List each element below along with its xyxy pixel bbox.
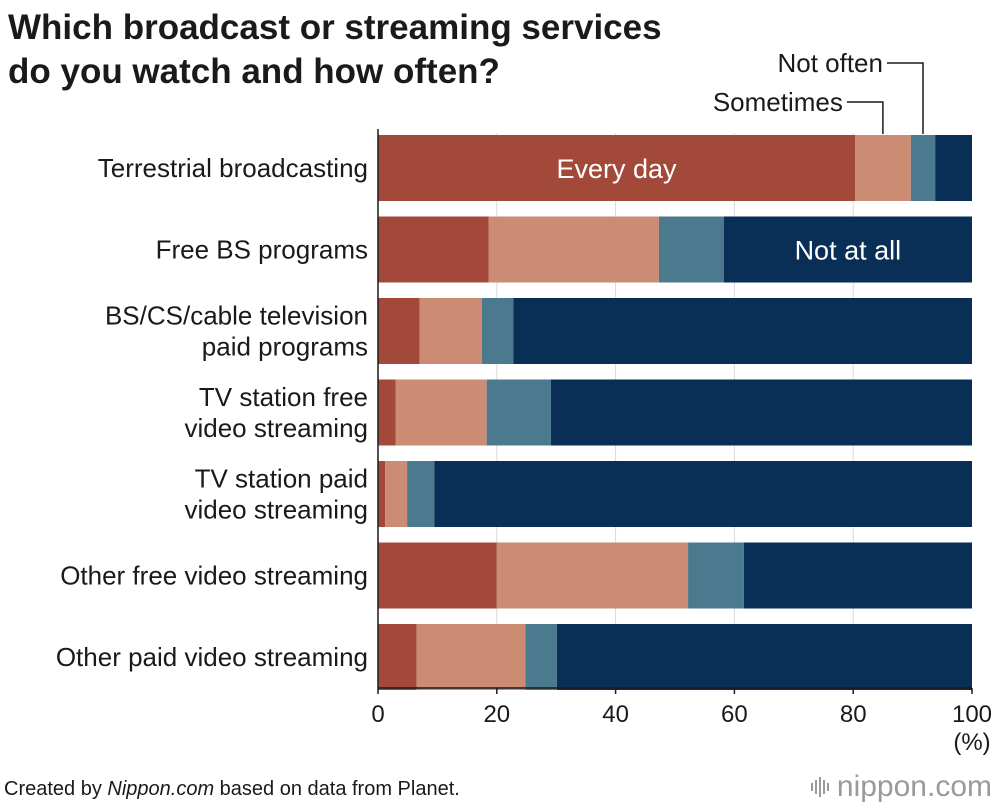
category-label-free-bs-programs: Free BS programs xyxy=(156,235,368,265)
bar-terrestrial-broadcasting-not-often xyxy=(910,135,936,201)
category-label-terrestrial-broadcasting: Terrestrial broadcasting xyxy=(98,153,368,183)
bar-tv-station-paid-video-streaming-not-often xyxy=(407,461,435,527)
bar-other-free-video-streaming-not-at-all xyxy=(743,542,972,609)
category-labels: Terrestrial broadcasting Free BS programs… xyxy=(56,153,368,672)
chart-title-line-1: Which broadcast or streaming services xyxy=(8,8,662,47)
x-axis-ticks: 0 20 40 60 80 100(%) xyxy=(371,688,992,756)
callout-label-not-often: Not often xyxy=(777,48,883,78)
source-credit-prefix: Created by xyxy=(4,778,108,800)
category-label-line: Other paid video streaming xyxy=(56,642,368,672)
bar-other-paid-video-streaming-every-day xyxy=(378,624,417,690)
inbar-label-not-at-all: Not at all xyxy=(795,236,902,266)
nippon-logo: nippon .com xyxy=(810,770,992,804)
bar-other-free-video-streaming-every-day xyxy=(378,542,497,609)
bar-other-paid-video-streaming-sometimes xyxy=(416,624,526,690)
series-labels: Every day Not at all Not often Sometimes xyxy=(556,48,924,266)
category-label-line: Free BS programs xyxy=(156,235,368,265)
bar-other-free-video-streaming-not-often xyxy=(688,542,744,609)
chart-title: Which broadcast or streaming services do… xyxy=(8,6,768,94)
category-label-bs-cs-cable-television-paid-programs: BS/CS/cable television paid programs xyxy=(105,301,368,362)
bar-other-free-video-streaming-sometimes xyxy=(496,542,689,609)
bar-bs-cs-cable-television-paid-programs-every-day xyxy=(378,298,420,364)
inbar-label-every-day: Every day xyxy=(556,154,677,184)
bar-free-bs-programs-not-at-all xyxy=(723,216,972,283)
category-label-line: TV station free xyxy=(199,382,368,412)
category-label-line: Terrestrial broadcasting xyxy=(98,153,368,183)
bar-terrestrial-broadcasting-not-at-all xyxy=(935,135,972,201)
bar-bs-cs-cable-television-paid-programs-sometimes xyxy=(419,298,482,364)
category-label-line: video streaming xyxy=(184,413,368,443)
callout-label-sometimes: Sometimes xyxy=(713,87,843,117)
logo-bars-icon xyxy=(810,777,831,797)
category-label-line: video streaming xyxy=(184,495,368,525)
bar-free-bs-programs-every-day xyxy=(378,216,489,283)
x-tick-label-80: 80 xyxy=(840,701,867,728)
callout-leader-not-often xyxy=(886,62,924,134)
bar-other-paid-video-streaming-not-at-all xyxy=(556,624,972,690)
logo-name: nippon xyxy=(836,770,927,803)
bar-tv-station-free-video-streaming-not-often xyxy=(486,379,551,446)
bar-tv-station-free-video-streaming-sometimes xyxy=(395,379,487,446)
bars xyxy=(378,135,972,690)
logo-tld: .com xyxy=(926,770,992,803)
source-credit-suffix: based on data from Planet. xyxy=(214,778,460,800)
category-label-other-paid-video-streaming: Other paid video streaming xyxy=(56,642,368,672)
chart-title-line-2: do you watch and how often? xyxy=(8,52,500,91)
bar-bs-cs-cable-television-paid-programs-not-at-all xyxy=(513,298,972,364)
source-credit: Created by Nippon.com based on data from… xyxy=(4,778,460,801)
callout-leader-sometimes xyxy=(846,101,884,134)
bar-tv-station-paid-video-streaming-not-at-all xyxy=(434,461,972,527)
x-tick-label-20: 20 xyxy=(483,701,510,728)
bar-bs-cs-cable-television-paid-programs-not-often xyxy=(481,298,514,364)
bar-tv-station-paid-video-streaming-sometimes xyxy=(385,461,408,527)
axes xyxy=(377,129,972,689)
bar-other-paid-video-streaming-not-often xyxy=(525,624,557,690)
bar-tv-station-paid-video-streaming-every-day xyxy=(378,461,386,527)
bar-tv-station-free-video-streaming-every-day xyxy=(378,379,396,446)
category-label-other-free-video-streaming: Other free video streaming xyxy=(60,561,368,591)
bar-free-bs-programs-not-often xyxy=(658,216,724,283)
bar-terrestrial-broadcasting-sometimes xyxy=(854,135,911,201)
category-label-line: paid programs xyxy=(202,332,368,362)
bar-terrestrial-broadcasting-every-day xyxy=(378,135,855,201)
category-label-line: BS/CS/cable television xyxy=(105,301,368,331)
x-tick-label-0: 0 xyxy=(371,701,384,728)
x-tick-label-60: 60 xyxy=(721,701,748,728)
category-label-tv-station-paid-video-streaming: TV station paid video streaming xyxy=(184,464,368,525)
category-label-tv-station-free-video-streaming: TV station free video streaming xyxy=(184,382,368,443)
category-label-line: TV station paid xyxy=(195,464,368,494)
x-axis-unit: (%) xyxy=(953,729,990,756)
category-label-line: Other free video streaming xyxy=(60,561,368,591)
source-credit-site: Nippon.com xyxy=(107,778,215,800)
x-tick-label-40: 40 xyxy=(602,701,629,728)
x-tick-label-100: 100 xyxy=(952,701,992,728)
bar-free-bs-programs-sometimes xyxy=(488,216,659,283)
bar-tv-station-free-video-streaming-not-at-all xyxy=(550,379,972,446)
